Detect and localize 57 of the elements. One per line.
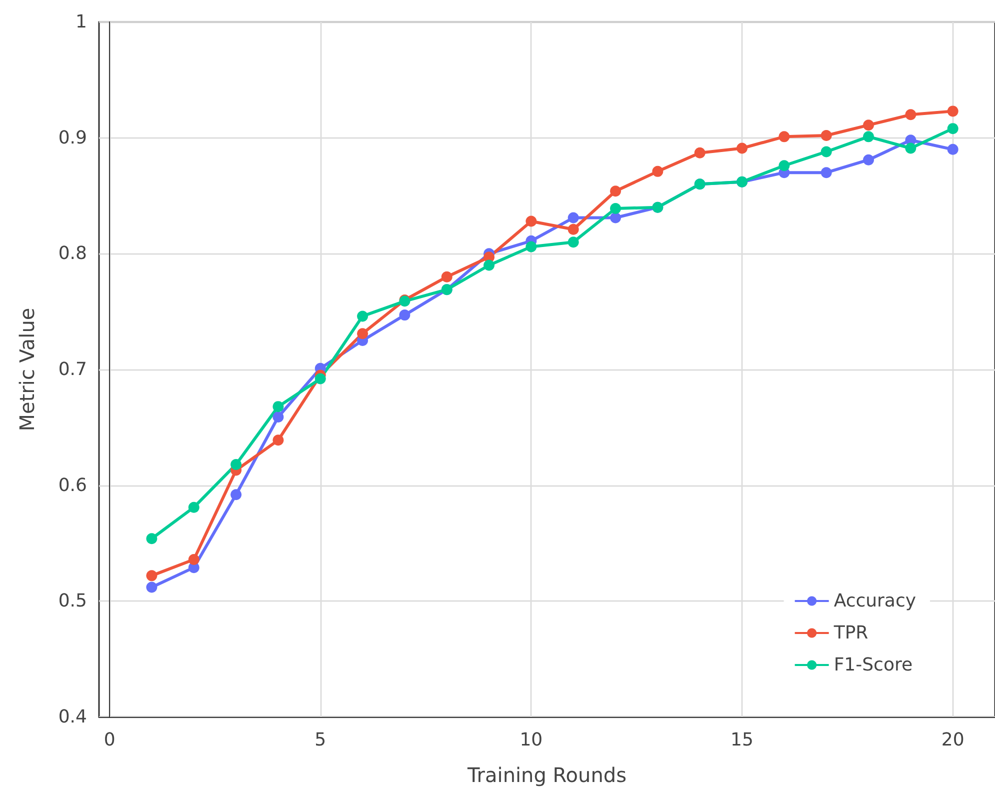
y-tick-label: 0.9 xyxy=(58,127,87,148)
point xyxy=(905,109,916,120)
point xyxy=(778,160,790,172)
point xyxy=(230,489,242,500)
x-tick-label: 5 xyxy=(314,730,326,750)
x-tick-label: 20 xyxy=(941,730,964,750)
point xyxy=(399,310,410,321)
point xyxy=(484,260,495,271)
point xyxy=(652,166,664,177)
point xyxy=(947,144,958,155)
y-tick-label: 1 xyxy=(76,12,87,32)
point xyxy=(736,142,748,154)
point xyxy=(694,147,706,158)
x-tick-label: 0 xyxy=(104,730,116,750)
point xyxy=(188,554,200,565)
x-axis-title: Training Rounds xyxy=(466,763,626,787)
point xyxy=(357,328,368,340)
point xyxy=(778,131,790,142)
y-tick-label: 0.4 xyxy=(58,706,87,728)
point xyxy=(146,582,158,593)
point xyxy=(905,142,916,154)
point xyxy=(568,224,579,235)
y-tick-label: 0.5 xyxy=(58,590,87,612)
point xyxy=(610,212,622,224)
point xyxy=(526,241,537,252)
point xyxy=(357,310,368,322)
point xyxy=(947,106,958,117)
x-tick-label: 10 xyxy=(520,730,543,750)
point xyxy=(230,458,242,470)
y-tick-label: 0.6 xyxy=(58,474,87,496)
point xyxy=(568,236,579,248)
point xyxy=(272,434,284,446)
point xyxy=(188,502,200,513)
legend-label: F1-Score xyxy=(834,654,913,676)
legend-label: Accuracy xyxy=(834,590,916,612)
point xyxy=(272,411,284,422)
y-axis-title: Metric Value xyxy=(15,308,39,432)
point xyxy=(947,123,958,134)
legend-label: TPR xyxy=(832,622,868,644)
y-tick-label: 0.7 xyxy=(58,359,87,380)
point xyxy=(820,130,832,142)
point xyxy=(863,154,874,166)
y-tick-label: 0.8 xyxy=(58,243,87,264)
point xyxy=(441,271,452,282)
point xyxy=(820,146,832,158)
point xyxy=(820,167,832,178)
x-tick-label: 15 xyxy=(730,730,754,750)
point xyxy=(863,131,874,142)
point xyxy=(314,373,326,384)
point xyxy=(272,401,284,412)
point xyxy=(568,212,579,224)
point xyxy=(610,186,622,197)
point xyxy=(146,570,158,582)
point xyxy=(526,216,537,227)
point xyxy=(610,202,622,214)
point xyxy=(146,533,158,544)
point xyxy=(863,120,874,131)
